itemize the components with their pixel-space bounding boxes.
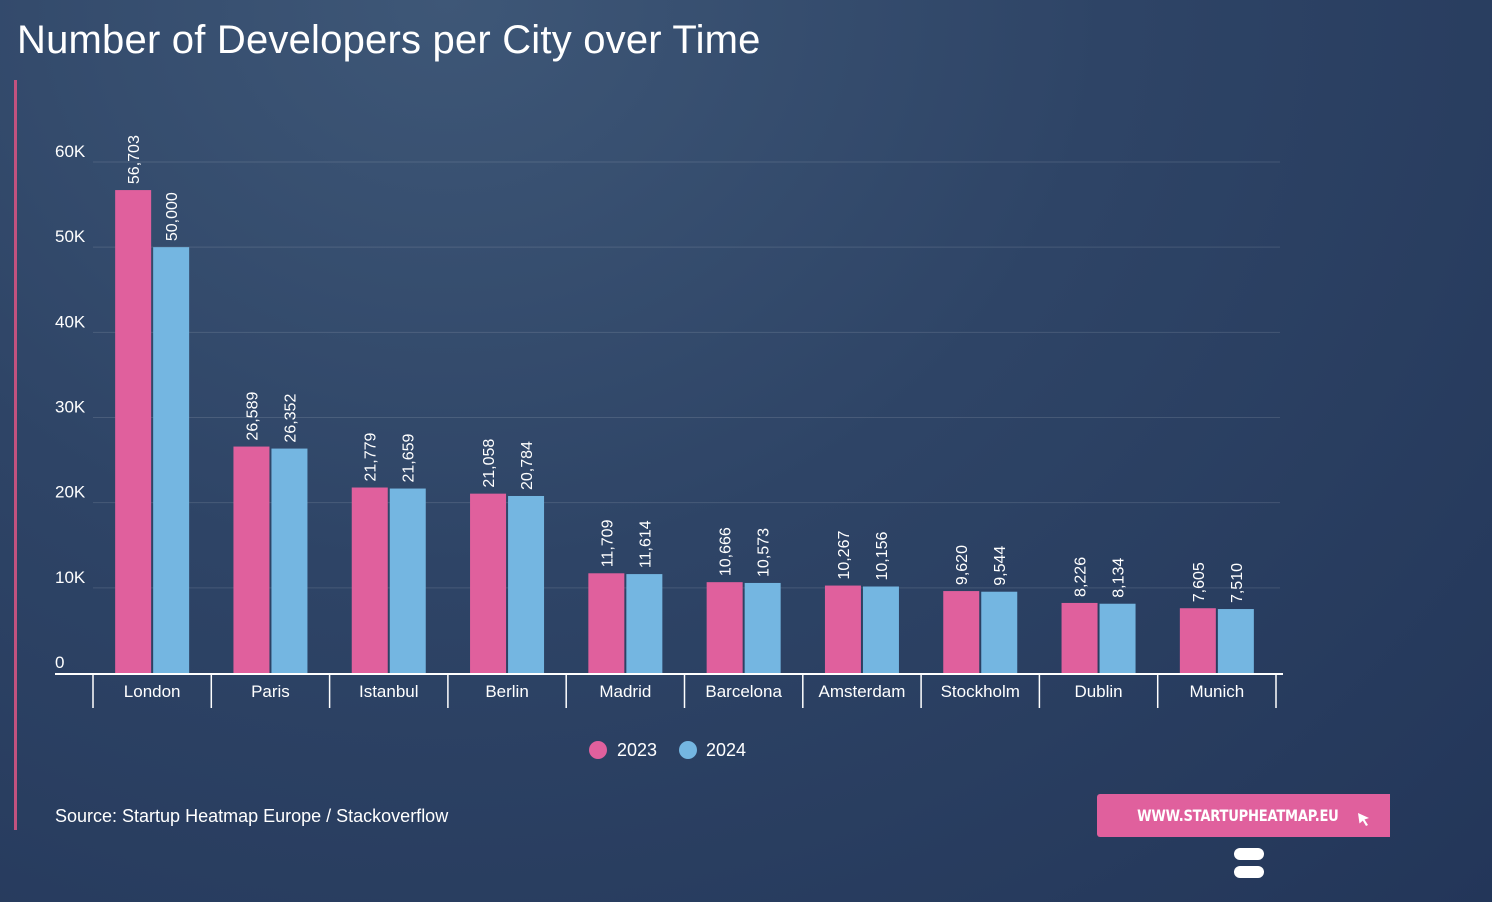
chart-title: Number of Developers per City over Time <box>17 18 761 62</box>
bar-2024-madrid <box>626 574 663 673</box>
bar-2024-amsterdam <box>862 586 899 673</box>
bar-2023-munich <box>1179 608 1216 673</box>
y-tick-label: 20K <box>55 483 86 502</box>
source-note: Source: Startup Heatmap Europe / Stackov… <box>55 806 449 826</box>
x-tick-label: Istanbul <box>359 682 419 701</box>
data-label: 11,614 <box>637 520 654 568</box>
data-label: 21,659 <box>401 433 418 482</box>
x-tick-label: London <box>124 682 181 701</box>
data-label: 10,156 <box>874 531 891 580</box>
website-link-label: WWW.STARTUPHEATMAP.EU <box>1136 806 1339 825</box>
data-label: 50,000 <box>164 192 181 241</box>
data-label: 10,666 <box>718 527 735 576</box>
data-label: 21,058 <box>481 439 498 488</box>
legend: 2023 2024 <box>589 740 746 760</box>
legend-swatch-2023 <box>589 741 607 759</box>
data-label: 26,352 <box>282 394 299 443</box>
y-axis-ticks: 0 10K 20K 30K 40K 50K 60K <box>55 142 86 672</box>
bar-2024-istanbul <box>389 488 426 673</box>
x-tick-label: Munich <box>1189 682 1244 701</box>
bar-2023-dublin <box>1061 602 1098 673</box>
data-label: 10,267 <box>836 531 853 580</box>
x-tick-label: Barcelona <box>705 682 782 701</box>
bar-2024-munich <box>1217 609 1254 673</box>
data-label: 8,134 <box>1111 558 1128 598</box>
y-tick-label: 40K <box>55 312 86 331</box>
gridlines <box>93 161 1280 589</box>
x-tick-label: Stockholm <box>941 682 1020 701</box>
x-tick-label: Amsterdam <box>818 682 905 701</box>
x-tick-label: Madrid <box>599 682 651 701</box>
x-tick-label: Berlin <box>485 682 528 701</box>
legend-label-2023: 2023 <box>617 740 657 760</box>
bar-2024-berlin <box>508 495 545 673</box>
bar-2023-amsterdam <box>824 585 861 673</box>
data-label: 20,784 <box>519 441 536 490</box>
bar-2024-stockholm <box>981 591 1018 673</box>
data-label: 10,573 <box>756 528 773 577</box>
data-label: 7,510 <box>1229 563 1246 603</box>
bar-2023-istanbul <box>351 487 388 673</box>
cursor-icon <box>1358 813 1369 826</box>
data-label: 9,544 <box>992 546 1009 586</box>
bar-2023-stockholm <box>943 591 980 673</box>
legend-label-2024: 2024 <box>706 740 746 760</box>
bar-2023-madrid <box>588 573 625 673</box>
bar-2024-paris <box>271 448 308 673</box>
data-label: 56,703 <box>126 135 143 184</box>
data-label: 9,620 <box>954 545 971 585</box>
bar-2024-london <box>153 247 190 673</box>
data-labels: 56,703 50,000 26,589 26,352 21,779 21,659 21,0… <box>126 135 1246 603</box>
x-tick-label: Dublin <box>1074 682 1122 701</box>
y-tick-label: 0 <box>55 653 64 672</box>
y-tick-label: 60K <box>55 142 86 161</box>
y-tick-label: 10K <box>55 568 86 587</box>
bar-2024-dublin <box>1099 603 1136 673</box>
accent-line <box>14 80 17 830</box>
data-label: 26,589 <box>244 392 261 441</box>
legend-swatch-2024 <box>679 741 697 759</box>
startup-heatmap-logo-icon <box>1234 848 1264 878</box>
y-tick-label: 30K <box>55 398 86 417</box>
bar-2023-paris <box>233 446 270 673</box>
bars <box>115 190 1254 673</box>
data-label: 7,605 <box>1191 562 1208 602</box>
data-label: 21,779 <box>363 432 380 481</box>
data-label: 11,709 <box>599 519 616 567</box>
bar-2024-barcelona <box>744 582 781 673</box>
bar-2023-london <box>115 190 152 673</box>
website-link-button[interactable]: WWW.STARTUPHEATMAP.EU <box>1097 794 1390 837</box>
y-tick-label: 50K <box>55 227 86 246</box>
x-axis: London Paris Istanbul Berlin Madrid Barcelona… <box>55 673 1283 708</box>
bar-2023-berlin <box>470 493 507 673</box>
data-label: 8,226 <box>1073 557 1090 597</box>
bar-2023-barcelona <box>706 582 743 673</box>
x-tick-label: Paris <box>251 682 290 701</box>
